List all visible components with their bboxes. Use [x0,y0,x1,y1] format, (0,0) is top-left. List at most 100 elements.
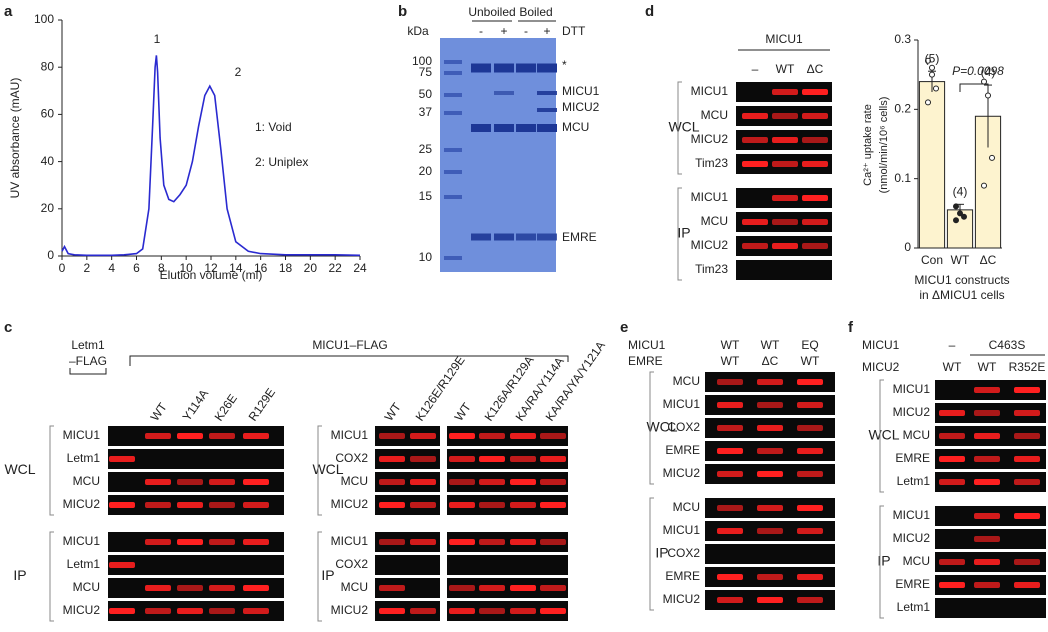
data-point [929,71,935,78]
blot-band [177,608,203,614]
row-label: MCU [73,580,100,594]
blot-band [974,456,1000,462]
marker-band [444,256,462,260]
blot-band [479,502,505,508]
blot-band [540,456,566,462]
blot-band [717,448,743,454]
x-tick-label: WT [951,253,970,267]
section-bracket [317,531,322,622]
gel [440,38,556,272]
lane-label: + [543,24,550,38]
blot-band [1014,513,1040,519]
blot-band [449,502,475,508]
section-bracket [879,379,884,493]
blot-band [243,608,269,614]
section-label: WCL [312,461,343,477]
blot-band [1014,387,1040,393]
gel-band [494,233,514,241]
blot-strip [447,449,568,469]
marker-label: 10 [419,250,433,264]
blot-band [772,219,798,225]
marker-band [444,148,462,152]
blot-band [109,608,135,614]
blot-strip [935,598,1046,618]
blot-band [449,585,475,591]
lane-label: WT [721,338,740,352]
blot-strip [108,555,284,575]
blot-band [797,379,823,385]
gel-band [537,63,557,73]
data-point [929,64,935,71]
row-label: EMRE [665,569,700,583]
annotation: 1 [154,32,161,46]
panel-label: a [4,3,13,20]
x-tick-label: 14 [229,261,243,275]
group-label: Unboiled [468,5,515,19]
lane-label: WT [761,338,780,352]
blot-band [974,559,1000,565]
blot-band [939,410,965,416]
row-label: MICU1 [331,534,369,548]
row-label: MICU2 [331,603,369,617]
marker-band [444,93,462,97]
blot-band [742,137,768,143]
blot-strip [375,555,440,575]
lane-label: R129E [246,385,279,423]
blot-band [797,402,823,408]
row-label: EMRE [665,443,700,457]
lane-label: – [949,338,956,352]
blot-band [757,471,783,477]
blot-band [772,243,798,249]
blot-band [797,425,823,431]
blot-band [797,505,823,511]
gel-band [494,63,514,73]
blot-band [974,387,1000,393]
x-tick-label: 20 [304,261,318,275]
blot-band [717,528,743,534]
condition-label: MICU2 [862,360,900,374]
blot-band [410,479,436,485]
row-label: MICU2 [63,497,101,511]
blot-strip [375,472,440,492]
blot-band [449,539,475,545]
lane-label: WT [978,360,997,374]
row-label: MICU1 [63,534,101,548]
x-tick-label: 4 [108,261,115,275]
lane-bracket [69,368,107,375]
blot-band [177,433,203,439]
blot-band [109,502,135,508]
blot-band [540,539,566,545]
panel-label: c [4,319,12,336]
blot-band [717,471,743,477]
blot-band [939,433,965,439]
annotation: P=0.0098 [952,64,1004,78]
marker-band [444,60,462,64]
annotation: 2 [235,65,242,79]
blot-band [479,539,505,545]
lane-label: ΔC [762,354,779,368]
x-axis-label: MICU1 constructs [914,273,1009,287]
blot-band [209,502,235,508]
blot-band [510,502,536,508]
construct-label: MICU1 [765,32,803,46]
lane-label: WT [721,354,740,368]
band-label: EMRE [562,230,597,244]
data-point [985,92,991,99]
marker-label: 25 [419,142,433,156]
y-axis-label: UV absorbance (mAU) [8,78,22,199]
blot-band [379,502,405,508]
blot-strip [375,532,440,552]
data-point [933,85,939,92]
gel-band [516,233,536,241]
blot-band [717,379,743,385]
blot-strip [705,544,835,564]
gel-band [471,233,491,241]
annotation: 1: Void [255,120,292,134]
gel-band [537,124,557,132]
blot-band [145,539,171,545]
y-tick-label: 0 [904,240,911,254]
blot-band [757,597,783,603]
blot-band [510,585,536,591]
lane-bracket [129,355,569,366]
